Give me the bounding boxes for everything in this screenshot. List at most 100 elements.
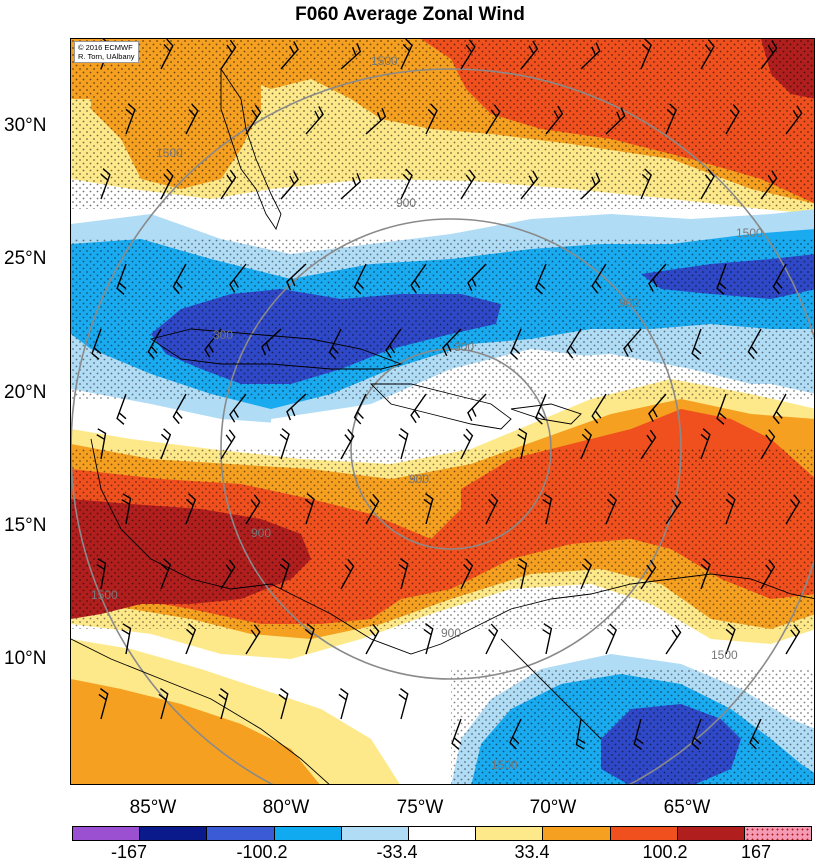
wind-barb [398, 688, 409, 720]
wind-barb [542, 623, 553, 655]
wind-barb [398, 558, 409, 590]
wind-barb [749, 718, 762, 750]
wind-barb [100, 168, 111, 200]
wind-barb [747, 328, 762, 360]
colorbar-swatch [543, 827, 611, 840]
wind-barb [725, 493, 736, 525]
wind-barb [580, 172, 601, 200]
lat-label-30n: 30°N [4, 115, 47, 136]
ring-label: 900 [409, 472, 429, 486]
colorbar-swatch [207, 827, 275, 840]
wind-barb [160, 428, 172, 460]
wind-barb [700, 169, 715, 200]
ring-label: 900 [396, 196, 416, 210]
zonal-wind-map: 1500 900 300 900 1500 900 1500 300 900 1… [71, 39, 814, 784]
lon-label-80w: 80°W [262, 797, 310, 818]
wind-barb [245, 624, 261, 655]
wind-barb [125, 103, 136, 135]
wind-barb [279, 428, 290, 460]
ring-label: 900 [619, 296, 639, 310]
ring-label: 1500 [156, 146, 183, 160]
wind-barb [605, 623, 617, 655]
wind-barb [485, 493, 499, 525]
wind-barb [725, 104, 740, 135]
band-southwest-west [71, 679, 320, 784]
wind-barb [185, 623, 197, 655]
lon-label-85w: 85°W [129, 797, 177, 818]
credit-line: R. Torn, UAlbany [78, 52, 135, 61]
credit-line: © 2016 ECMWF [78, 43, 133, 52]
wind-barb [520, 170, 539, 200]
wind-barb [340, 428, 355, 460]
wind-barb [185, 493, 197, 525]
wind-barb [691, 328, 702, 360]
colorbar-swatch [408, 827, 477, 840]
range-rings [71, 68, 814, 784]
colorbar-swatch [140, 827, 208, 840]
wind-barb [760, 40, 778, 70]
lat-label-25n: 25°N [4, 248, 47, 269]
lat-label-10n: 10°N [4, 648, 47, 669]
wind-barb [96, 428, 107, 460]
wind-barb [279, 558, 290, 590]
colorbar-swatch [610, 827, 678, 840]
wind-barb [665, 494, 682, 525]
wind-barb [591, 263, 607, 294]
wind-barb [425, 103, 438, 135]
wind-barb [640, 168, 652, 200]
stipple-overlay-north [71, 39, 814, 209]
wind-barb [353, 393, 367, 425]
wind-barb [245, 104, 262, 135]
wind-barb [700, 558, 711, 590]
wind-barb [172, 263, 187, 295]
colorbar-label: 100.2 [642, 842, 688, 862]
wind-barb [442, 328, 462, 357]
wind-barb [286, 263, 307, 291]
wind-barb [160, 558, 172, 590]
wind-barb [280, 41, 299, 70]
wind-barb [160, 39, 174, 70]
wind-barb [410, 263, 427, 294]
wind-barb [467, 393, 487, 422]
wind-barb [158, 688, 169, 720]
ring-label: 1500 [371, 54, 398, 68]
wind-barb [605, 493, 617, 525]
wind-barb [286, 393, 307, 421]
wind-barb [517, 428, 528, 460]
map-title: F060 Average Zonal Wind [295, 4, 525, 25]
wind-barb [116, 393, 127, 425]
wind-barb [147, 328, 162, 360]
wind-barb [172, 393, 187, 425]
ring-label: 900 [251, 526, 271, 540]
wind-barb [785, 494, 801, 525]
wind-barb [545, 105, 564, 135]
colorbar-label: 167 [740, 842, 772, 862]
ring-labels: 1500 900 300 900 1500 900 1500 300 900 1… [91, 54, 763, 772]
wind-barb [605, 107, 626, 135]
wind-barb [220, 429, 236, 460]
wind-barb [542, 493, 553, 525]
wind-barb [580, 558, 592, 590]
wind-barb [229, 393, 247, 423]
wind-barb [353, 263, 367, 295]
wind-barb [517, 558, 528, 590]
ring-label: 300 [213, 328, 233, 342]
wind-barb [385, 328, 402, 359]
wind-barb [716, 263, 727, 295]
wind-barb [365, 493, 380, 525]
wind-barb [640, 429, 657, 460]
wind-barb [623, 328, 642, 357]
wind-barb [772, 393, 787, 425]
wind-barb [485, 623, 499, 655]
lat-label-15n: 15°N [4, 515, 47, 536]
colorbar-label: -33.4 [376, 842, 418, 862]
wind-barb [185, 103, 199, 135]
wind-barb [640, 39, 652, 70]
wind-barb [716, 393, 727, 425]
wind-barb [160, 168, 174, 200]
wind-barb [785, 624, 801, 655]
wind-barb [398, 428, 409, 460]
wind-barb [280, 171, 299, 200]
wind-barb [338, 688, 349, 720]
wind-barb [304, 493, 315, 525]
